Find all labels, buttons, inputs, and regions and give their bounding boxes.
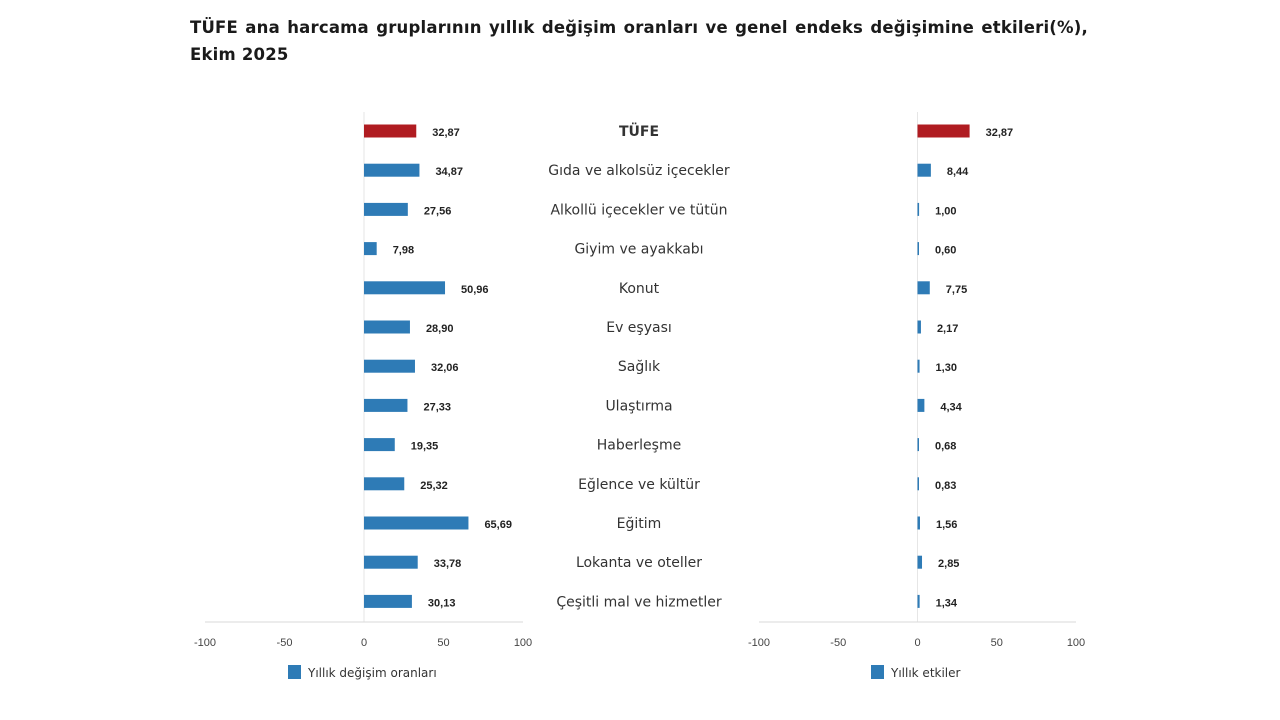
- legend-label: Yıllık değişim oranları: [307, 666, 437, 680]
- bar: [364, 398, 408, 412]
- category-label: Ev eşyası: [606, 320, 672, 336]
- data-label: 1,56: [936, 519, 957, 531]
- data-label: 2,17: [937, 323, 958, 335]
- category-label: Ulaştırma: [605, 398, 672, 414]
- data-label: 0,83: [935, 480, 956, 492]
- data-label: 32,06: [431, 362, 459, 374]
- category-label: Eğlence ve kültür: [578, 477, 700, 493]
- bar: [364, 438, 395, 452]
- data-label: 33,78: [434, 558, 462, 570]
- bar: [917, 242, 919, 256]
- bar: [917, 477, 919, 491]
- data-label: 0,60: [935, 245, 956, 257]
- bar: [917, 359, 920, 373]
- bar: [364, 359, 415, 373]
- bar: [364, 202, 408, 216]
- legend-swatch: [871, 665, 884, 679]
- category-label: Eğitim: [617, 516, 662, 532]
- chart-title: TÜFE ana harcama gruplarının yıllık deği…: [190, 18, 1088, 64]
- category-label: Alkollü içecekler ve tütün: [550, 202, 727, 218]
- x-tick-label: 0: [914, 637, 920, 649]
- data-label: 32,87: [986, 127, 1014, 139]
- data-label: 28,90: [426, 323, 454, 335]
- data-label: 25,32: [420, 480, 448, 492]
- data-label: 0,68: [935, 441, 956, 453]
- bar: [364, 555, 418, 569]
- bar: [917, 398, 925, 412]
- category-label: TÜFE: [619, 122, 659, 140]
- data-label: 32,87: [432, 127, 460, 139]
- bar: [364, 594, 412, 608]
- bar: [917, 438, 919, 452]
- bar: [364, 163, 420, 177]
- bar: [364, 516, 469, 530]
- bar: [917, 516, 920, 530]
- x-tick-label: 0: [361, 637, 367, 649]
- data-label: 34,87: [435, 166, 463, 178]
- bar: [917, 281, 930, 295]
- data-label: 1,00: [935, 205, 956, 217]
- bar: [917, 594, 920, 608]
- x-tick-label: 50: [437, 637, 449, 649]
- bar: [364, 281, 446, 295]
- x-tick-label: -100: [748, 637, 770, 649]
- category-label: Konut: [619, 281, 660, 297]
- bar: [917, 124, 970, 138]
- data-label: 1,30: [936, 362, 957, 374]
- bar: [364, 320, 410, 334]
- data-label: 30,13: [428, 597, 456, 609]
- bar: [364, 124, 417, 138]
- data-label: 2,85: [938, 558, 959, 570]
- data-label: 8,44: [947, 166, 969, 178]
- x-tick-label: -50: [277, 637, 293, 649]
- legend-label: Yıllık etkiler: [890, 666, 961, 680]
- x-tick-label: 100: [514, 637, 532, 649]
- data-label: 27,56: [424, 205, 452, 217]
- category-label: Gıda ve alkolsüz içecekler: [548, 163, 730, 179]
- category-label: Giyim ve ayakkabı: [574, 242, 703, 258]
- category-label: Lokanta ve oteller: [576, 555, 702, 571]
- bar: [917, 163, 931, 177]
- data-label: 4,34: [940, 401, 962, 413]
- bar: [364, 242, 377, 256]
- data-label: 19,35: [411, 441, 439, 453]
- data-label: 7,98: [393, 245, 414, 257]
- category-label: Çeşitli mal ve hizmetler: [556, 594, 722, 610]
- x-tick-label: -50: [830, 637, 846, 649]
- x-tick-label: 50: [991, 637, 1003, 649]
- category-label: Haberleşme: [597, 438, 681, 454]
- data-label: 27,33: [423, 401, 451, 413]
- data-label: 1,34: [936, 597, 958, 609]
- data-label: 50,96: [461, 284, 489, 296]
- bar: [917, 202, 920, 216]
- data-label: 65,69: [484, 519, 512, 531]
- legend-swatch: [288, 665, 301, 679]
- x-tick-label: -100: [194, 637, 216, 649]
- bar: [364, 477, 405, 491]
- bar: [917, 320, 921, 334]
- category-label: Sağlık: [618, 359, 661, 375]
- x-tick-label: 100: [1067, 637, 1085, 649]
- data-label: 7,75: [946, 284, 967, 296]
- bar: [917, 555, 923, 569]
